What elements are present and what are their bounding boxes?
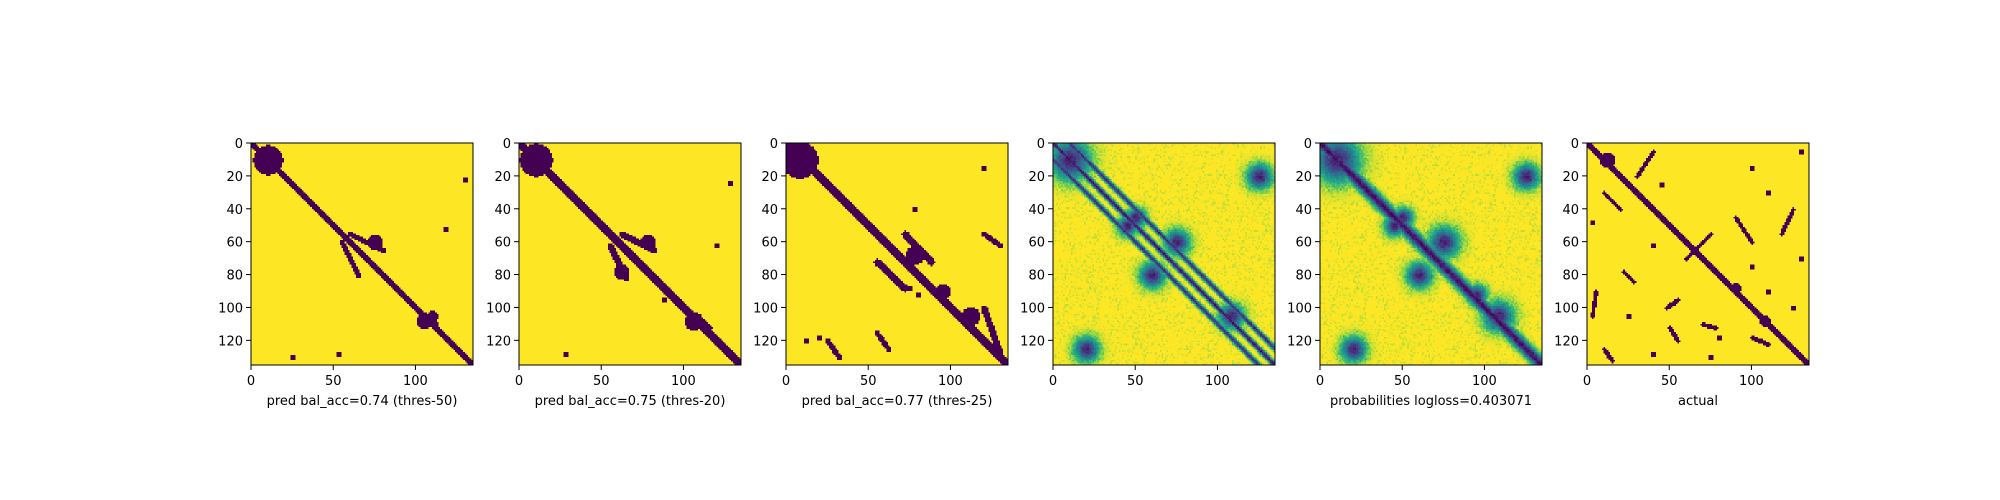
x-tick-label: 100 <box>1205 374 1230 389</box>
y-tick-label: 40 <box>1295 203 1312 218</box>
y-tick-label: 100 <box>1554 301 1579 316</box>
y-tick-label: 80 <box>494 269 511 284</box>
axes-frame <box>1052 142 1276 366</box>
y-tick-label: 20 <box>1028 170 1045 185</box>
y-tick-label: 100 <box>753 301 778 316</box>
y-tick-label: 60 <box>1028 236 1045 251</box>
x-tick-label: 0 <box>1049 374 1057 389</box>
x-axis-label: pred bal_acc=0.77 (thres-25) <box>802 394 993 409</box>
y-tick-label: 0 <box>770 137 778 152</box>
x-tick-label: 50 <box>1394 374 1411 389</box>
y-tick-label: 40 <box>494 203 511 218</box>
x-tick-label: 50 <box>1661 374 1678 389</box>
x-axis-label: pred bal_acc=0.74 (thres-50) <box>267 394 458 409</box>
heatmap-panel-1: 0 50 100 0 20 40 60 80 100 120 pred bal_acc=0.74 (… <box>218 137 474 409</box>
x-tick-label: 100 <box>403 374 428 389</box>
y-tick-label: 120 <box>218 334 243 349</box>
y-tick-label: 0 <box>235 137 243 152</box>
y-tick-label: 80 <box>1562 269 1579 284</box>
x-tick-label: 50 <box>1127 374 1144 389</box>
x-tick-label: 100 <box>671 374 696 389</box>
axes-frame <box>1319 142 1543 366</box>
y-tick-label: 80 <box>1295 269 1312 284</box>
heatmap-image <box>1320 143 1542 365</box>
x-tick-label: 50 <box>325 374 342 389</box>
x-tick-label: 0 <box>247 374 255 389</box>
y-tick-label: 100 <box>486 301 511 316</box>
y-tick-label: 120 <box>486 334 511 349</box>
x-axis-label: actual <box>1678 394 1718 409</box>
heatmap-panel-5: 0 50 100 0 20 40 60 80 100 120 probabilities loglo… <box>1287 137 1543 409</box>
y-tick-label: 60 <box>1562 236 1579 251</box>
y-tick-label: 40 <box>226 203 243 218</box>
y-tick-label: 0 <box>1037 137 1045 152</box>
y-tick-label: 20 <box>761 170 778 185</box>
x-tick-label: 50 <box>593 374 610 389</box>
x-axis-label: pred bal_acc=0.75 (thres-20) <box>535 394 726 409</box>
y-tick-label: 40 <box>1562 203 1579 218</box>
x-axis-label: probabilities logloss=0.403071 <box>1330 394 1532 409</box>
x-tick-label: 100 <box>938 374 963 389</box>
y-tick-label: 0 <box>503 137 511 152</box>
y-tick-label: 60 <box>494 236 511 251</box>
heatmap-panel-3: 0 50 100 0 20 40 60 80 100 120 pred bal_acc=0.77 (… <box>753 137 1009 409</box>
heatmap-image <box>786 143 1008 365</box>
y-tick-label: 0 <box>1304 137 1312 152</box>
y-tick-label: 80 <box>1028 269 1045 284</box>
x-tick-label: 0 <box>515 374 523 389</box>
y-tick-label: 120 <box>1020 334 1045 349</box>
y-tick-label: 60 <box>761 236 778 251</box>
x-tick-label: 0 <box>1316 374 1324 389</box>
y-tick-label: 20 <box>1562 170 1579 185</box>
y-tick-label: 60 <box>226 236 243 251</box>
y-tick-label: 0 <box>1571 137 1579 152</box>
heatmap-image <box>1587 143 1809 365</box>
y-tick-label: 60 <box>1295 236 1312 251</box>
x-tick-label: 0 <box>782 374 790 389</box>
y-tick-label: 20 <box>1295 170 1312 185</box>
axes-frame <box>785 142 1009 366</box>
y-tick-label: 20 <box>494 170 511 185</box>
heatmap-panel-2: 0 50 100 0 20 40 60 80 100 120 pred bal_acc=0.75 (… <box>486 137 742 409</box>
heatmap-image <box>519 143 741 365</box>
y-tick-label: 120 <box>1287 334 1312 349</box>
y-tick-label: 80 <box>761 269 778 284</box>
x-tick-label: 50 <box>860 374 877 389</box>
y-tick-label: 120 <box>1554 334 1579 349</box>
y-tick-label: 20 <box>226 170 243 185</box>
heatmap-image <box>251 143 473 365</box>
y-tick-label: 120 <box>753 334 778 349</box>
y-tick-label: 40 <box>1028 203 1045 218</box>
heatmap-image <box>1053 143 1275 365</box>
y-tick-label: 100 <box>1287 301 1312 316</box>
y-tick-label: 80 <box>226 269 243 284</box>
y-tick-label: 100 <box>218 301 243 316</box>
x-tick-label: 100 <box>1739 374 1764 389</box>
axes-frame <box>250 142 474 366</box>
heatmap-panel-6: 0 50 100 0 20 40 60 80 100 120 actual <box>1554 137 1810 409</box>
axes-frame <box>1586 142 1810 366</box>
x-tick-label: 100 <box>1472 374 1497 389</box>
x-tick-label: 0 <box>1583 374 1591 389</box>
y-tick-label: 40 <box>761 203 778 218</box>
axes-frame <box>518 142 742 366</box>
y-tick-label: 100 <box>1020 301 1045 316</box>
heatmap-panel-4: 0 50 100 0 20 40 60 80 100 120 <box>1020 137 1276 389</box>
